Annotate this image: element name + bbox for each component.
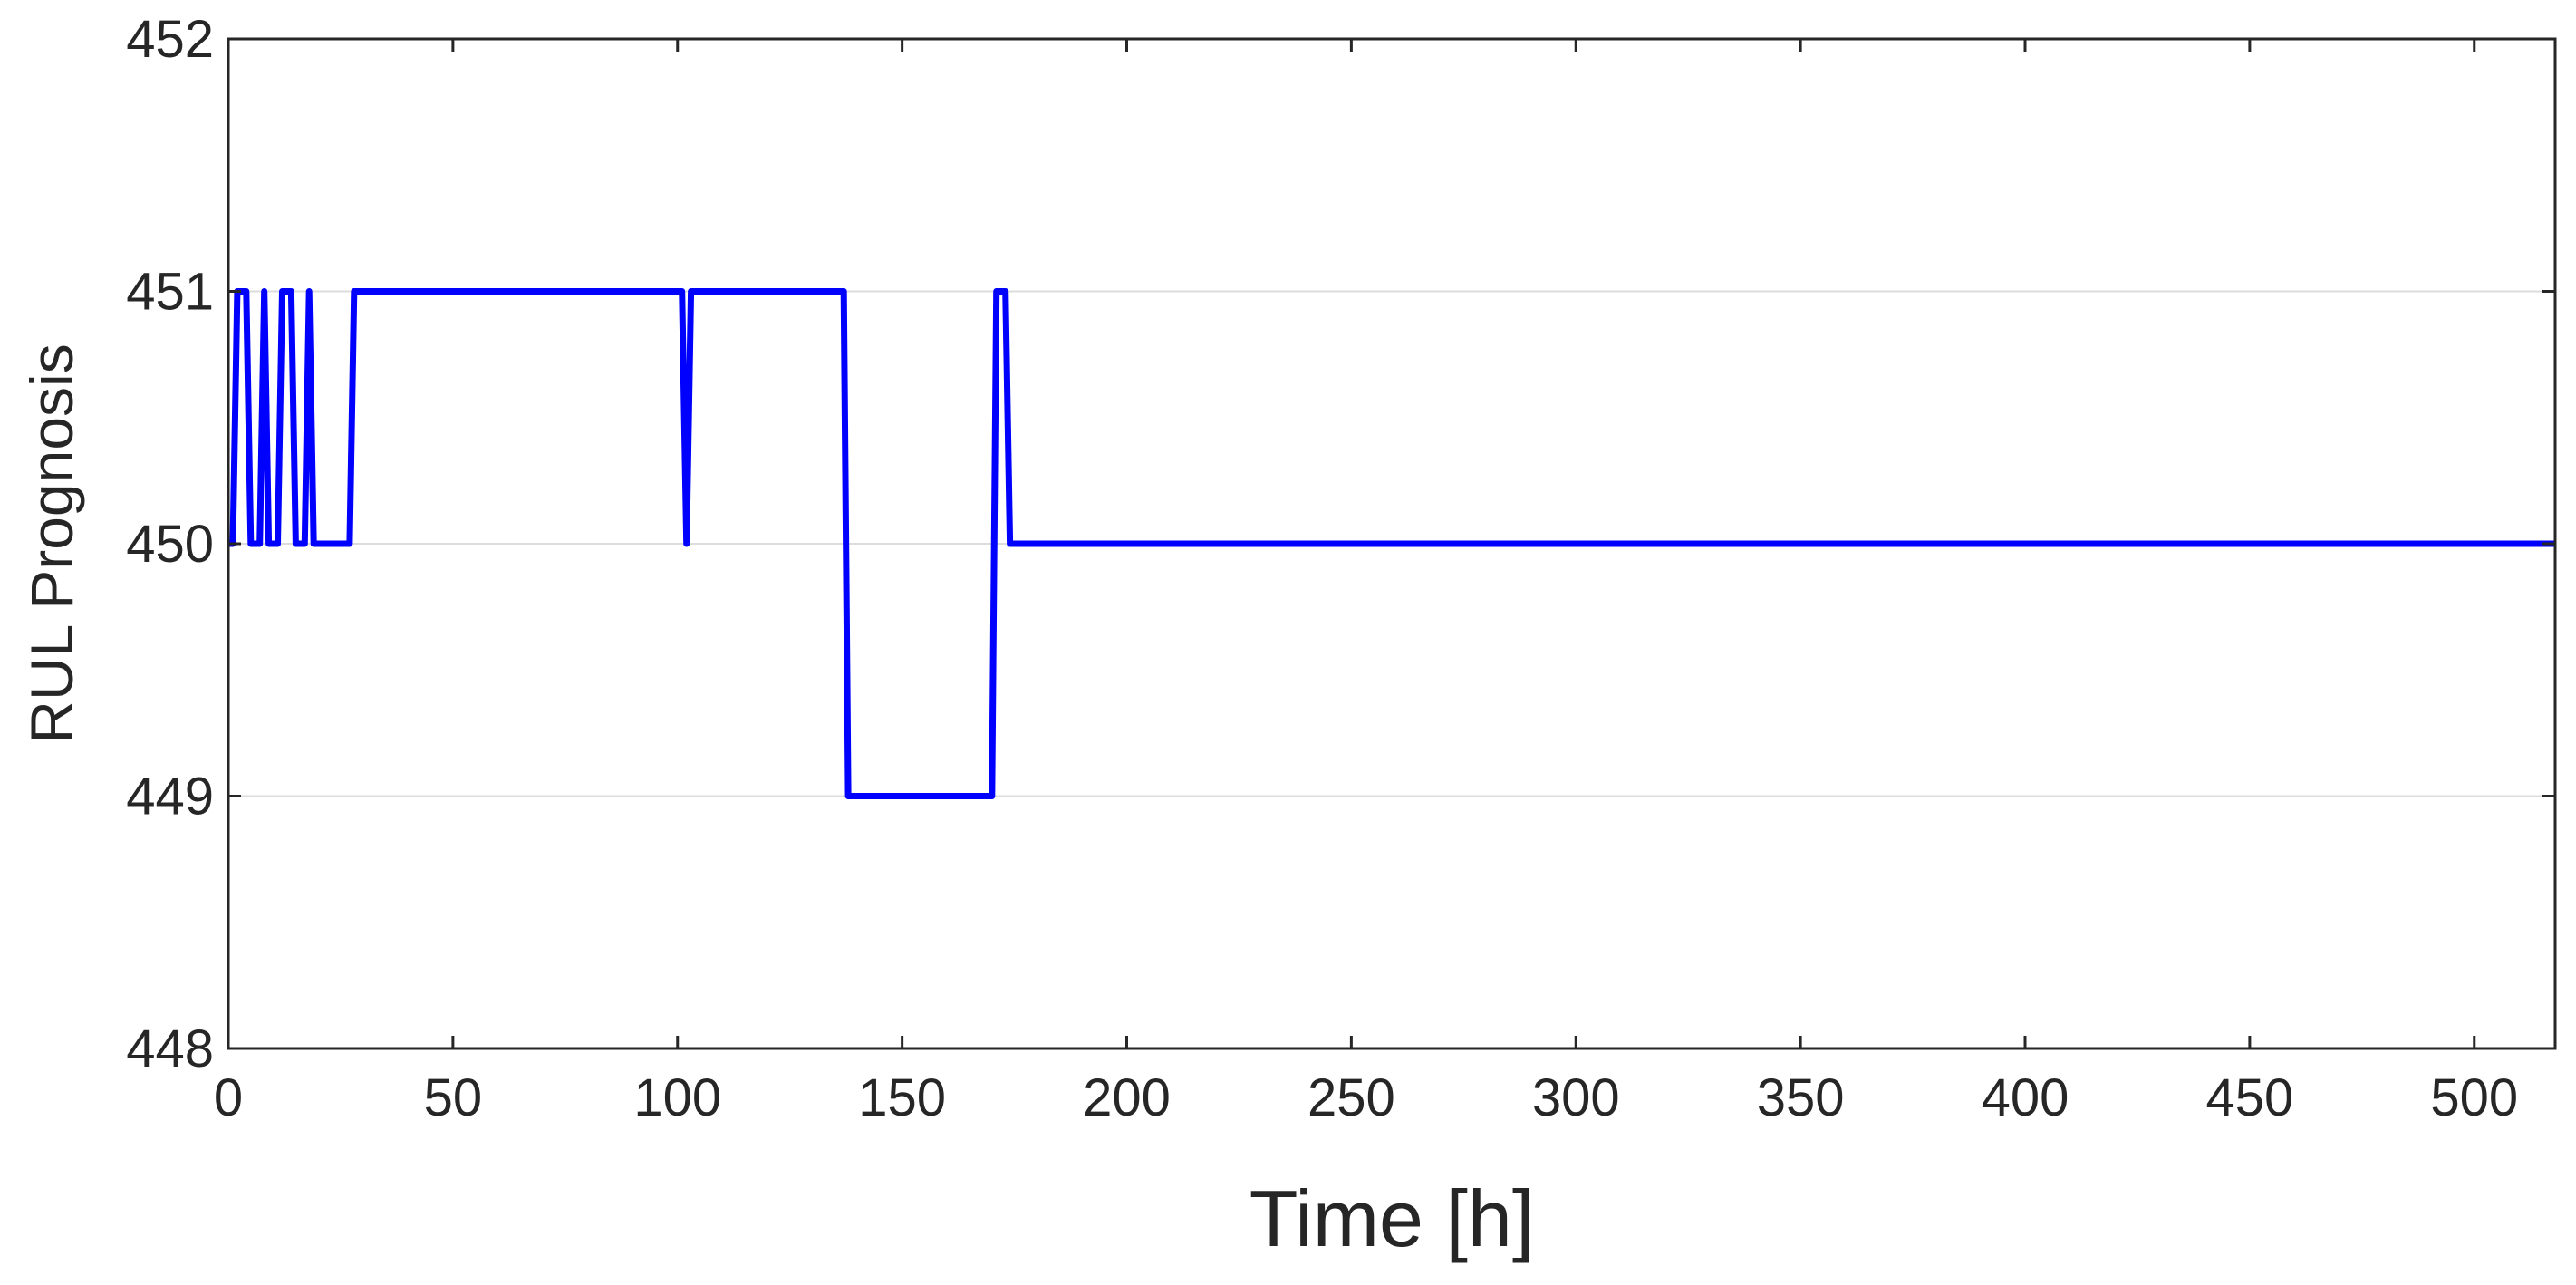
y-tick-label: 448: [126, 1019, 214, 1078]
x-axis-title: Time [h]: [1249, 1174, 1535, 1263]
x-tick-label: 100: [633, 1068, 721, 1127]
x-tick-label: 150: [858, 1068, 946, 1127]
y-tick-label: 452: [126, 10, 214, 69]
x-tick-label: 200: [1083, 1068, 1171, 1127]
x-tick-label: 0: [214, 1068, 243, 1127]
series-layer: [228, 288, 2555, 799]
ticks: 0 50 100 150 200 250 300 350 400 450 500 448 449 450 4…: [126, 10, 2555, 1127]
y-tick-label: 450: [126, 515, 214, 574]
x-tick-label: 350: [1757, 1068, 1845, 1127]
y-tick-label: 449: [126, 768, 214, 826]
x-tick-label: 300: [1532, 1068, 1620, 1127]
x-tick-label: 50: [424, 1068, 483, 1127]
x-tick-label: 250: [1307, 1068, 1395, 1127]
y-axis-title: RUL Prognosis: [18, 343, 85, 743]
y-tick-label: 451: [126, 263, 214, 322]
x-tick-label: 450: [2205, 1068, 2293, 1127]
series-line-1: [228, 288, 2555, 799]
x-tick-label: 500: [2430, 1068, 2518, 1127]
x-tick-label: 400: [1982, 1068, 2069, 1127]
